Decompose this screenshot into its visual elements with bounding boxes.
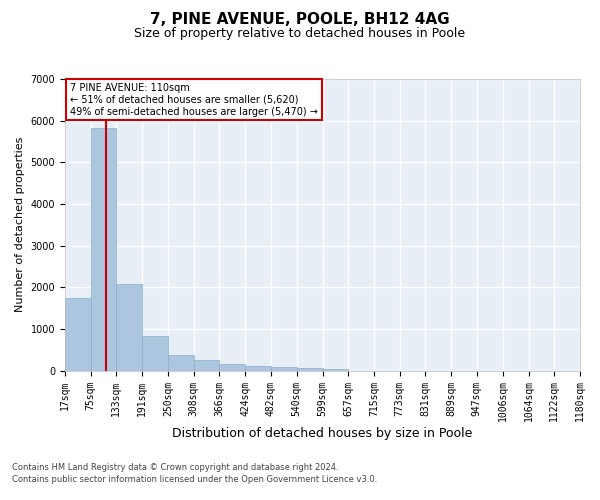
X-axis label: Distribution of detached houses by size in Poole: Distribution of detached houses by size … [172,427,473,440]
Bar [271,368,296,370]
Bar [296,368,323,370]
Bar [168,355,194,370]
Bar [116,284,142,370]
Text: 7, PINE AVENUE, POOLE, BH12 4AG: 7, PINE AVENUE, POOLE, BH12 4AG [150,12,450,28]
Bar [194,360,220,370]
Bar [142,336,168,370]
Text: 7 PINE AVENUE: 110sqm
← 51% of detached houses are smaller (5,620)
49% of semi-d: 7 PINE AVENUE: 110sqm ← 51% of detached … [70,84,318,116]
Text: Size of property relative to detached houses in Poole: Size of property relative to detached ho… [134,28,466,40]
Text: Contains HM Land Registry data © Crown copyright and database right 2024.: Contains HM Land Registry data © Crown c… [12,464,338,472]
Bar [245,366,271,370]
Text: Contains public sector information licensed under the Open Government Licence v3: Contains public sector information licen… [12,475,377,484]
Bar [91,128,116,370]
Bar [65,298,91,370]
Y-axis label: Number of detached properties: Number of detached properties [15,137,25,312]
Bar [220,364,245,370]
Bar [323,369,349,370]
